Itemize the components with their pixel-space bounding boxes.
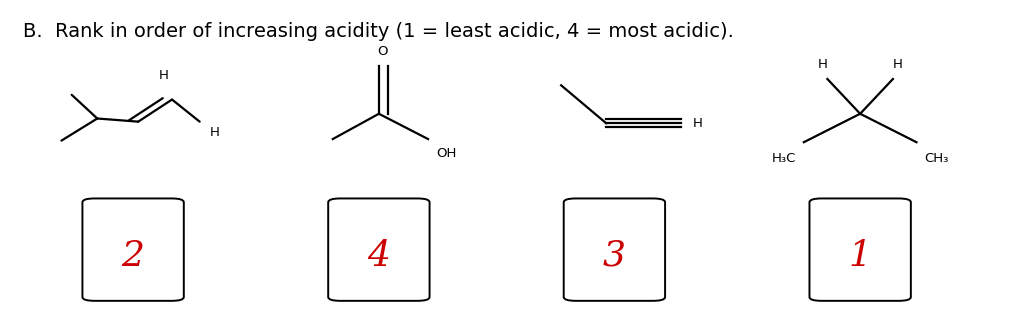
Text: 3: 3 <box>603 239 626 273</box>
Text: 4: 4 <box>368 239 390 273</box>
Text: H₃C: H₃C <box>771 152 796 165</box>
Text: 1: 1 <box>849 239 871 273</box>
Text: OH: OH <box>436 147 457 160</box>
FancyBboxPatch shape <box>328 198 430 301</box>
Text: B.  Rank in order of increasing acidity (1 = least acidic, 4 = most acidic).: B. Rank in order of increasing acidity (… <box>23 22 733 41</box>
FancyBboxPatch shape <box>82 198 184 301</box>
Text: H: H <box>817 58 827 71</box>
Text: H: H <box>210 126 220 139</box>
FancyBboxPatch shape <box>563 198 666 301</box>
Text: H: H <box>893 58 903 71</box>
Text: O: O <box>378 46 388 58</box>
FancyBboxPatch shape <box>809 198 911 301</box>
Text: H: H <box>693 117 703 130</box>
Text: H: H <box>159 69 169 82</box>
Text: 2: 2 <box>122 239 144 273</box>
Text: CH₃: CH₃ <box>925 152 949 165</box>
